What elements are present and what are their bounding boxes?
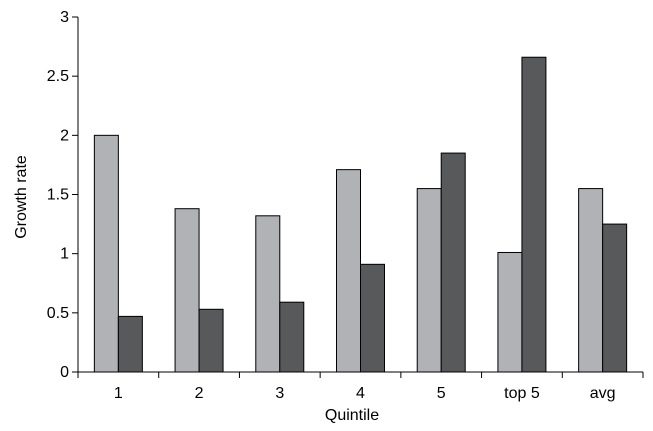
y-tick-label: 0.5 (47, 305, 69, 322)
x-tick-label: 5 (437, 385, 446, 402)
bar-2-avg (602, 223, 628, 373)
x-tick-label: top 5 (504, 385, 540, 402)
bar-1-5 (416, 188, 442, 373)
x-tick-label: 4 (356, 385, 365, 402)
bar-1-1 (93, 134, 119, 373)
bar-1-3 (255, 215, 281, 373)
y-tick-label: 1 (60, 246, 69, 263)
x-axis-title: Quintile (325, 407, 379, 424)
bar-1-2 (174, 208, 200, 373)
y-tick-label: 2.5 (47, 68, 69, 85)
y-tick-label: 3 (60, 9, 69, 26)
y-tick-label: 0 (60, 364, 69, 381)
y-tick-label: 1.5 (47, 187, 69, 204)
bar-2-4 (360, 263, 385, 373)
x-tick-label: 3 (275, 385, 284, 402)
x-tick-label: avg (590, 385, 616, 402)
bar-2-3 (279, 301, 305, 373)
bars-group (93, 56, 628, 373)
x-axis: 1 2 3 4 5 top 5 avg (77, 371, 644, 402)
bar-2-top-5 (521, 56, 547, 373)
bar-1-avg (578, 188, 604, 373)
bar-1-top-5 (497, 251, 523, 373)
x-tick-label: 2 (195, 385, 204, 402)
y-tick-label: 2 (60, 127, 69, 144)
y-axis-title: Growth rate (13, 155, 30, 239)
x-tick-label: 1 (114, 385, 123, 402)
bar-2-2 (198, 308, 224, 373)
bar-2-1 (117, 315, 143, 373)
bar-1-4 (336, 169, 361, 373)
y-axis: 0 0.5 1 1.5 2 2.5 3 (47, 9, 79, 381)
bar-2-5 (440, 152, 466, 373)
